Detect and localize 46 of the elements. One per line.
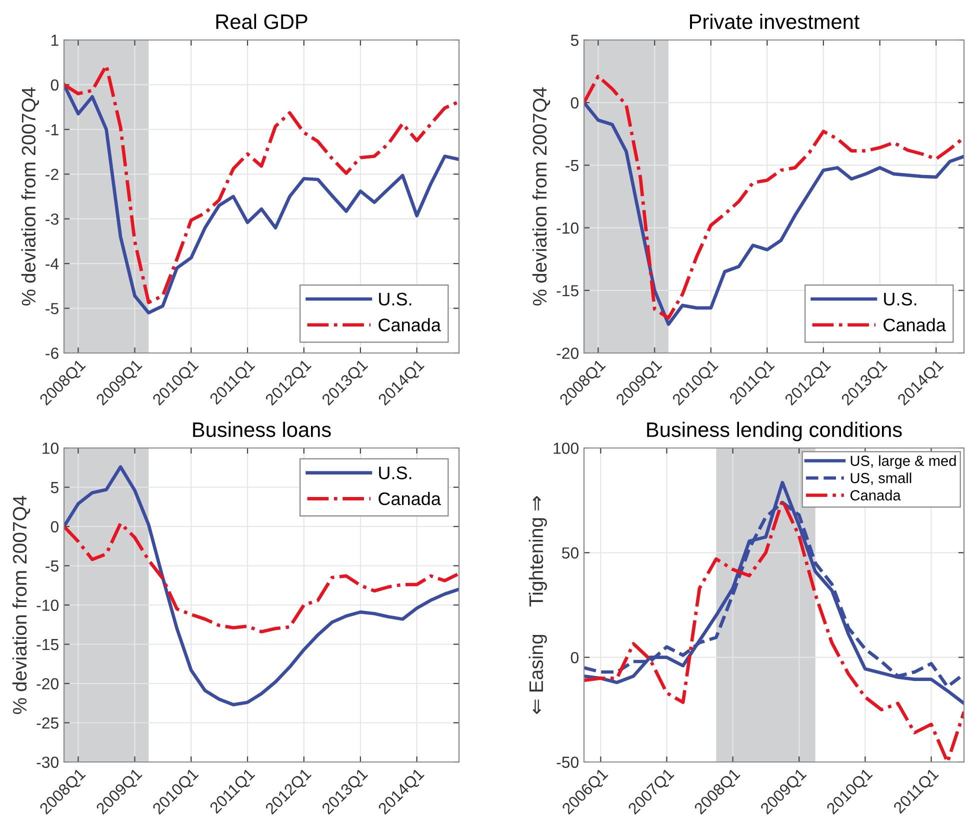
- y-tick-label: -2: [46, 168, 58, 180]
- y-tick-label: -15: [556, 285, 578, 296]
- y-tick-label: -5: [46, 303, 58, 314]
- legend-label: Canada: [378, 318, 441, 332]
- y-tick-label: 0: [50, 79, 59, 91]
- legend-label: Canada: [850, 490, 901, 500]
- chart-title: Private investment: [690, 14, 860, 30]
- legend-label: U.S.: [379, 466, 412, 480]
- y-tick-label: 5: [50, 482, 58, 494]
- y-axis-title: % deviation from 2007Q4: [21, 87, 40, 306]
- y-tick-label: 50: [562, 547, 579, 559]
- y-tick-label: -10: [36, 600, 59, 611]
- y-tick-label: 0: [50, 521, 59, 532]
- legend-label: Canada: [884, 318, 946, 332]
- y-axis-title: % deviation from 2007Q4: [12, 496, 30, 714]
- y-tick-label: 5: [570, 34, 578, 46]
- y-tick-label: -3: [46, 213, 58, 225]
- y-tick-label: -50: [556, 756, 579, 768]
- chart-title: Business loans: [193, 422, 331, 438]
- y-tick-label: -20: [556, 348, 579, 359]
- y-tick-label: -4: [46, 258, 59, 270]
- legend-label: US, small: [850, 472, 912, 485]
- y-tick-label: -1: [46, 124, 58, 136]
- line-series: [64, 522, 459, 634]
- y-tick-label: 0: [570, 652, 579, 664]
- chart-title: Real GDP: [216, 14, 308, 30]
- line-series: [64, 465, 459, 706]
- legend-label: U.S.: [379, 292, 412, 306]
- legend-label: Canada: [378, 492, 441, 506]
- y-tick-label: -30: [36, 756, 59, 768]
- y-tick-label: 1: [51, 34, 58, 46]
- y-tick-label: -10: [556, 222, 579, 234]
- y-tick-label: -5: [46, 560, 58, 572]
- y-tick-label: -6: [46, 348, 58, 359]
- y-tick-label: -5: [566, 160, 578, 172]
- y-axis-title: % deviation from 2007Q4: [532, 87, 550, 306]
- legend-label: US, large & med: [850, 455, 956, 469]
- chart-title: Business lending conditions: [647, 422, 902, 442]
- y-tick-label: -20: [36, 678, 59, 690]
- y-tick-label: 0: [570, 97, 579, 109]
- y-tick-label: -25: [36, 717, 58, 729]
- y-tick-label: 100: [554, 442, 579, 454]
- y-axis-title: ⇐ Easing Tightening ⇒: [528, 496, 547, 714]
- legend-label: U.S.: [884, 292, 916, 306]
- y-tick-label: -15: [36, 639, 58, 650]
- y-tick-label: 10: [42, 442, 59, 454]
